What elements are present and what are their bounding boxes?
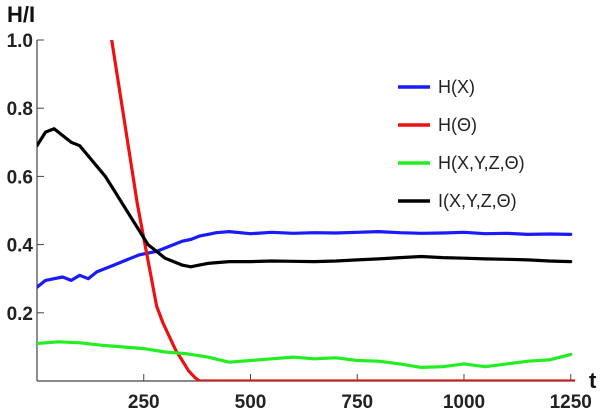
x-tick-label: 1000: [443, 392, 485, 413]
series-line-1: [37, 230, 573, 289]
legend: H(X) H(Θ) H(X,Y,Z,Θ) I(X,Y,Z,Θ): [398, 77, 525, 211]
series-line-3: [37, 340, 573, 369]
y-tick-label: 0.4: [7, 236, 34, 257]
axes: 250 500 750 1000 1250 0.2 0.4 0.6 0.8 1.0: [7, 31, 592, 413]
y-tick-label: 1.0: [7, 31, 33, 52]
y-tick-label: 0.6: [7, 167, 33, 188]
x-tick-label: 250: [128, 392, 160, 413]
legend-entry: H(X): [438, 77, 475, 97]
legend-entry: H(X,Y,Z,Θ): [438, 153, 525, 173]
x-tick-label: 500: [235, 392, 267, 413]
y-ticks: 0.2 0.4 0.6 0.8 1.0: [7, 31, 44, 325]
legend-entry: H(Θ): [438, 115, 477, 135]
series-lines: [37, 40, 575, 381]
legend-entry: I(X,Y,Z,Θ): [438, 191, 517, 211]
y-axis-label: H/I: [7, 2, 35, 27]
series-line-2: [110, 40, 575, 381]
series-line-4: [37, 127, 573, 269]
x-ticks: 250 500 750 1000 1250: [128, 374, 592, 413]
x-tick-label: 1250: [550, 392, 592, 413]
x-axis-label: t: [589, 368, 597, 393]
x-tick-label: 750: [341, 392, 373, 413]
y-tick-label: 0.8: [7, 99, 33, 120]
y-tick-label: 0.2: [7, 304, 33, 325]
